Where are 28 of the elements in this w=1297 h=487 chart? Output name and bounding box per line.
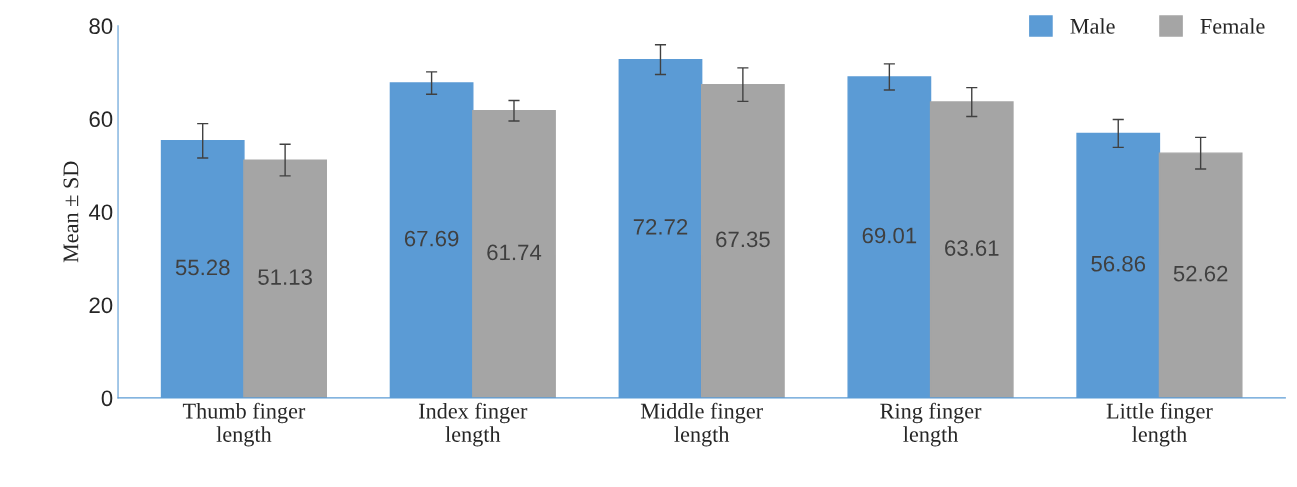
data-label: 67.35 xyxy=(716,231,770,248)
legend-label: Male xyxy=(1070,18,1115,34)
y-tick-label: 80 xyxy=(89,18,113,35)
bar xyxy=(1158,152,1243,398)
bar xyxy=(243,159,328,398)
x-tick-label: Thumb finger length xyxy=(182,402,306,447)
y-tick-label: 20 xyxy=(89,297,113,314)
x-tick-label: Index finger length xyxy=(418,402,528,447)
data-label: 52.62 xyxy=(1173,265,1228,282)
legend-label: Female xyxy=(1200,18,1265,34)
y-tick-label: 60 xyxy=(89,111,113,128)
x-tick-label: Little finger length xyxy=(1106,402,1213,447)
x-tick-label: Ring finger length xyxy=(880,402,982,447)
x-tick-label: Middle finger length xyxy=(640,402,763,447)
data-label: 51.13 xyxy=(258,269,312,285)
data-label: 63.61 xyxy=(945,240,999,256)
y-tick-label: 0 xyxy=(101,390,113,407)
data-label: 56.86 xyxy=(1091,255,1146,272)
data-label: 61.74 xyxy=(487,244,542,261)
y-tick-label: 40 xyxy=(88,204,113,221)
bar xyxy=(700,83,785,398)
bar xyxy=(929,101,1014,398)
data-label: 69.01 xyxy=(862,227,917,244)
y-axis-title: Mean ± SD xyxy=(63,161,79,263)
bar xyxy=(472,110,556,398)
data-label: 67.69 xyxy=(404,230,459,247)
data-label: 55.28 xyxy=(175,259,230,276)
data-label: 72.72 xyxy=(633,219,688,235)
